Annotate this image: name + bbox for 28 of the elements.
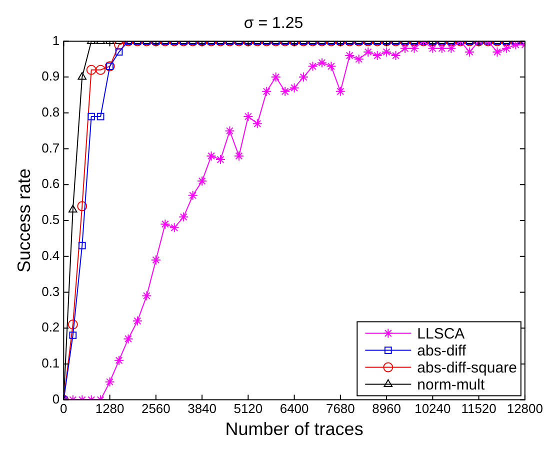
x-tick-label: 3840 — [188, 401, 217, 416]
y-tick-label: 1 — [52, 32, 60, 48]
x-axis-title: Number of traces — [225, 419, 364, 440]
legend-label: abs-diff-square — [417, 359, 517, 376]
y-tick-label: 0.7 — [42, 140, 60, 156]
chart-title: σ = 1.25 — [244, 15, 304, 32]
y-tick-label: 0 — [52, 391, 60, 406]
x-tick-label: 11520 — [461, 401, 496, 416]
y-tick-label: 0.3 — [42, 284, 60, 299]
x-tick-label: 8960 — [372, 401, 402, 416]
y-tick-label: 0.6 — [42, 176, 60, 192]
y-tick-label: 0.4 — [42, 248, 60, 263]
legend-label: abs-diff — [417, 342, 467, 360]
legend-label: LLSCA — [417, 325, 465, 342]
x-tick-label: 2560 — [141, 401, 170, 416]
x-tick-label: 6400 — [280, 401, 309, 416]
y-tick-label: 0.2 — [42, 320, 60, 335]
x-tick-label: 7680 — [326, 401, 355, 416]
x-tick-label: 10240 — [414, 401, 451, 416]
y-tick-label: 0.9 — [42, 68, 60, 84]
y-tick-label: 0.8 — [42, 104, 60, 120]
x-tick-label: 1280 — [95, 401, 124, 416]
y-tick-label: 0.1 — [42, 356, 60, 371]
x-tick-label: 12800 — [506, 401, 544, 416]
y-axis-title: Success rate — [14, 168, 34, 273]
y-tick-label: 0.5 — [42, 212, 60, 228]
x-tick-label: 5120 — [234, 401, 263, 416]
legend-label: norm-mult — [417, 376, 486, 394]
